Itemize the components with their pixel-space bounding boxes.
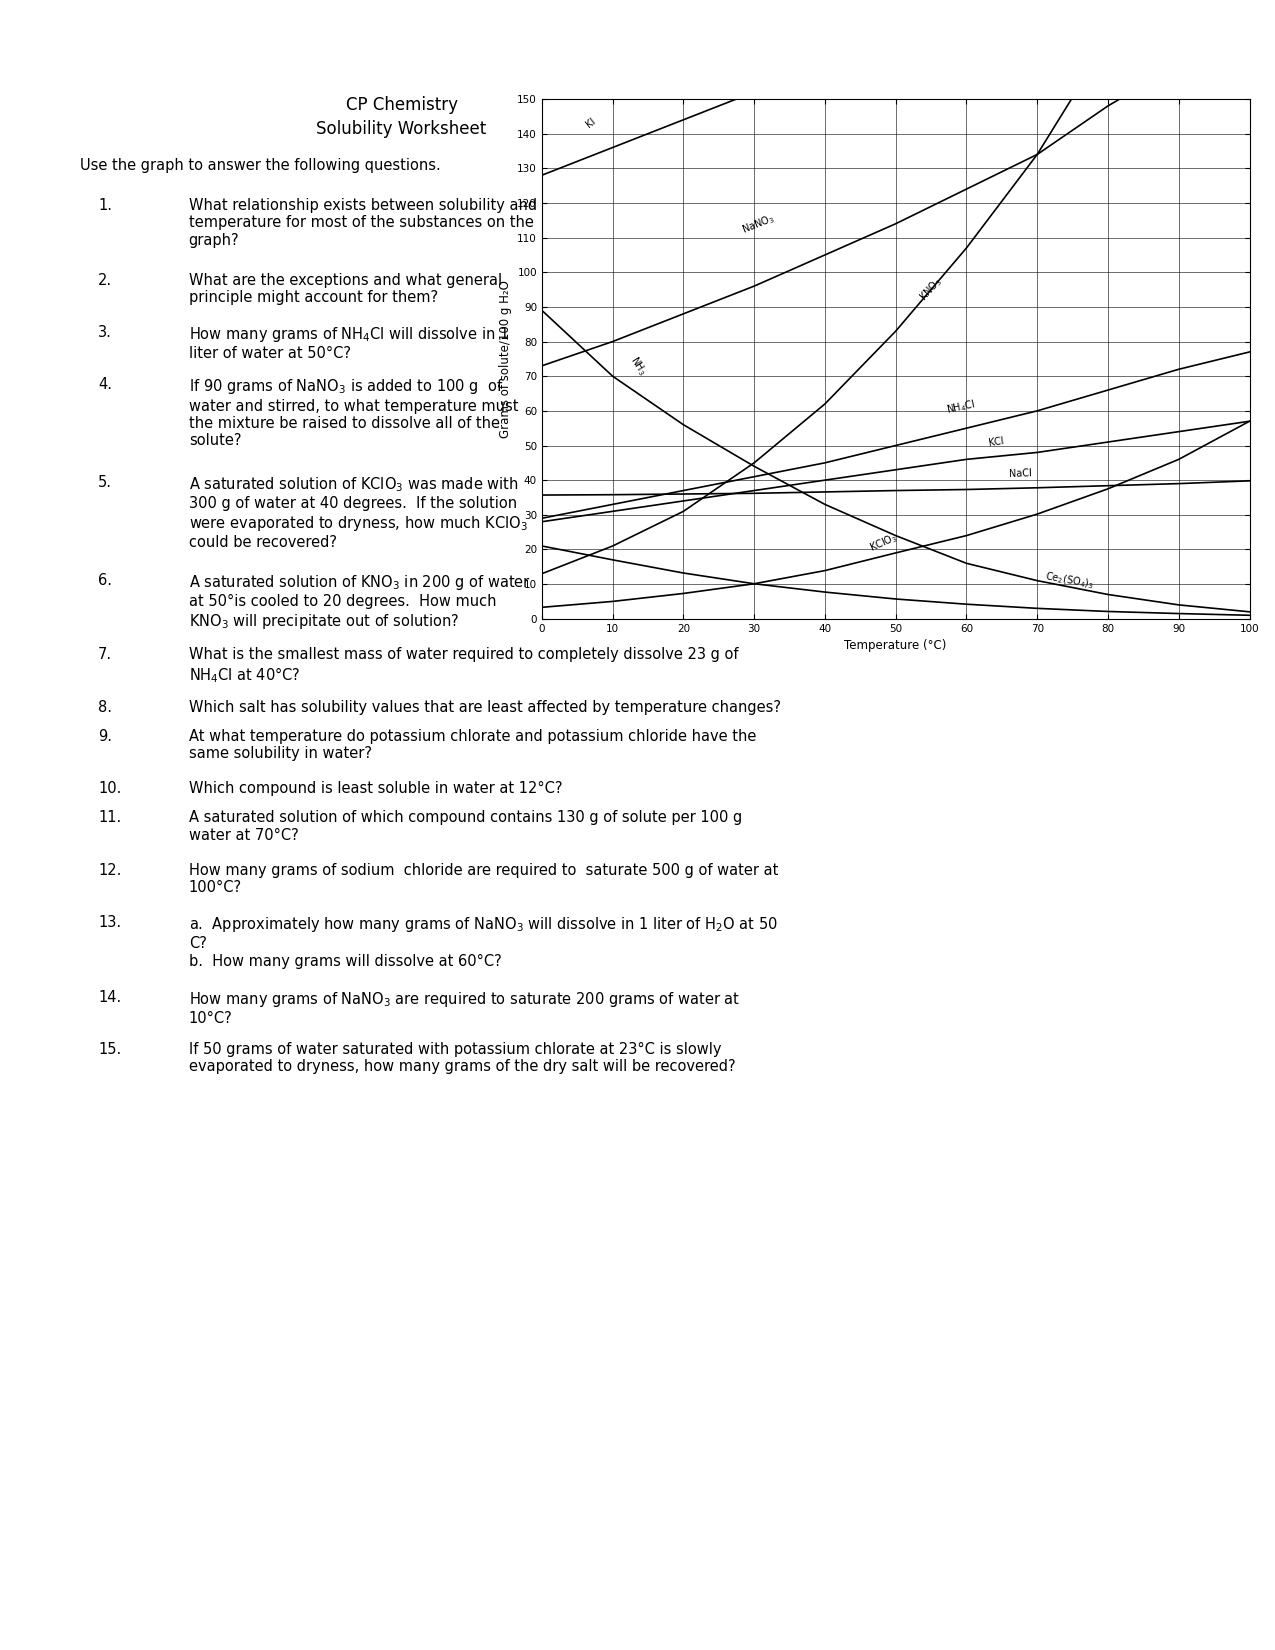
Text: Which compound is least soluble in water at 12°C?: Which compound is least soluble in water… <box>189 780 562 797</box>
Text: 13.: 13. <box>98 914 121 929</box>
Text: Solubility Worksheet: Solubility Worksheet <box>316 120 487 139</box>
Text: 5.: 5. <box>98 475 112 490</box>
Text: KI: KI <box>584 117 598 130</box>
Text: If 50 grams of water saturated with potassium chlorate at 23°C is slowly
evapora: If 50 grams of water saturated with pota… <box>189 1041 736 1074</box>
Text: What relationship exists between solubility and
temperature for most of the subs: What relationship exists between solubil… <box>189 198 537 248</box>
Text: a.  Approximately how many grams of NaNO$_{3}$ will dissolve in 1 liter of H$_{2: a. Approximately how many grams of NaNO$… <box>189 914 778 969</box>
Text: NH$_3$: NH$_3$ <box>627 353 649 378</box>
Text: A saturated solution of which compound contains 130 g of solute per 100 g
water : A saturated solution of which compound c… <box>189 810 742 843</box>
Text: 12.: 12. <box>98 863 121 878</box>
Text: 14.: 14. <box>98 990 121 1005</box>
X-axis label: Temperature (°C): Temperature (°C) <box>844 639 947 652</box>
Text: Use the graph to answer the following questions.: Use the graph to answer the following qu… <box>80 158 441 173</box>
Text: KCl: KCl <box>988 436 1005 449</box>
Text: 7.: 7. <box>98 647 112 662</box>
Text: 9.: 9. <box>98 729 112 744</box>
Text: Ce$_2$(SO$_4$)$_3$: Ce$_2$(SO$_4$)$_3$ <box>1044 569 1095 592</box>
Text: How many grams of NaNO$_{3}$ are required to saturate 200 grams of water at
10°C: How many grams of NaNO$_{3}$ are require… <box>189 990 740 1026</box>
Text: A saturated solution of KClO$_{3}$ was made with
300 g of water at 40 degrees.  : A saturated solution of KClO$_{3}$ was m… <box>189 475 528 549</box>
Text: 1.: 1. <box>98 198 112 213</box>
Text: What is the smallest mass of water required to completely dissolve 23 g of
NH$_{: What is the smallest mass of water requi… <box>189 647 738 685</box>
Text: 15.: 15. <box>98 1041 121 1056</box>
Text: 6.: 6. <box>98 573 112 587</box>
Text: 10.: 10. <box>98 780 121 795</box>
Text: If 90 grams of NaNO$_{3}$ is added to 100 g  of
water and stirred, to what tempe: If 90 grams of NaNO$_{3}$ is added to 10… <box>189 378 518 449</box>
Text: 11.: 11. <box>98 810 121 825</box>
Text: 2.: 2. <box>98 272 112 287</box>
Text: NaNO$_3$: NaNO$_3$ <box>740 211 776 236</box>
Text: NaCl: NaCl <box>1009 469 1033 478</box>
Text: A saturated solution of KNO$_{3}$ in 200 g of water
at 50°is cooled to 20 degree: A saturated solution of KNO$_{3}$ in 200… <box>189 573 530 630</box>
Text: KClO$_3$: KClO$_3$ <box>867 530 900 554</box>
Text: How many grams of NH$_{4}$Cl will dissolve in 1
liter of water at 50°C?: How many grams of NH$_{4}$Cl will dissol… <box>189 325 509 361</box>
Text: How many grams of sodium  chloride are required to  saturate 500 g of water at
1: How many grams of sodium chloride are re… <box>189 863 778 894</box>
Text: 3.: 3. <box>98 325 112 340</box>
Text: At what temperature do potassium chlorate and potassium chloride have the
same s: At what temperature do potassium chlorat… <box>189 729 756 761</box>
Text: CP Chemistry: CP Chemistry <box>346 96 458 114</box>
Y-axis label: Grams of solute/100 g H₂O: Grams of solute/100 g H₂O <box>499 280 511 437</box>
Text: Which salt has solubility values that are least affected by temperature changes?: Which salt has solubility values that ar… <box>189 700 780 714</box>
Text: KNO$_3$: KNO$_3$ <box>917 276 945 304</box>
Text: What are the exceptions and what general
principle might account for them?: What are the exceptions and what general… <box>189 272 502 305</box>
Text: 8.: 8. <box>98 700 112 714</box>
Text: 4.: 4. <box>98 378 112 393</box>
Text: NH$_4$Cl: NH$_4$Cl <box>945 398 977 417</box>
